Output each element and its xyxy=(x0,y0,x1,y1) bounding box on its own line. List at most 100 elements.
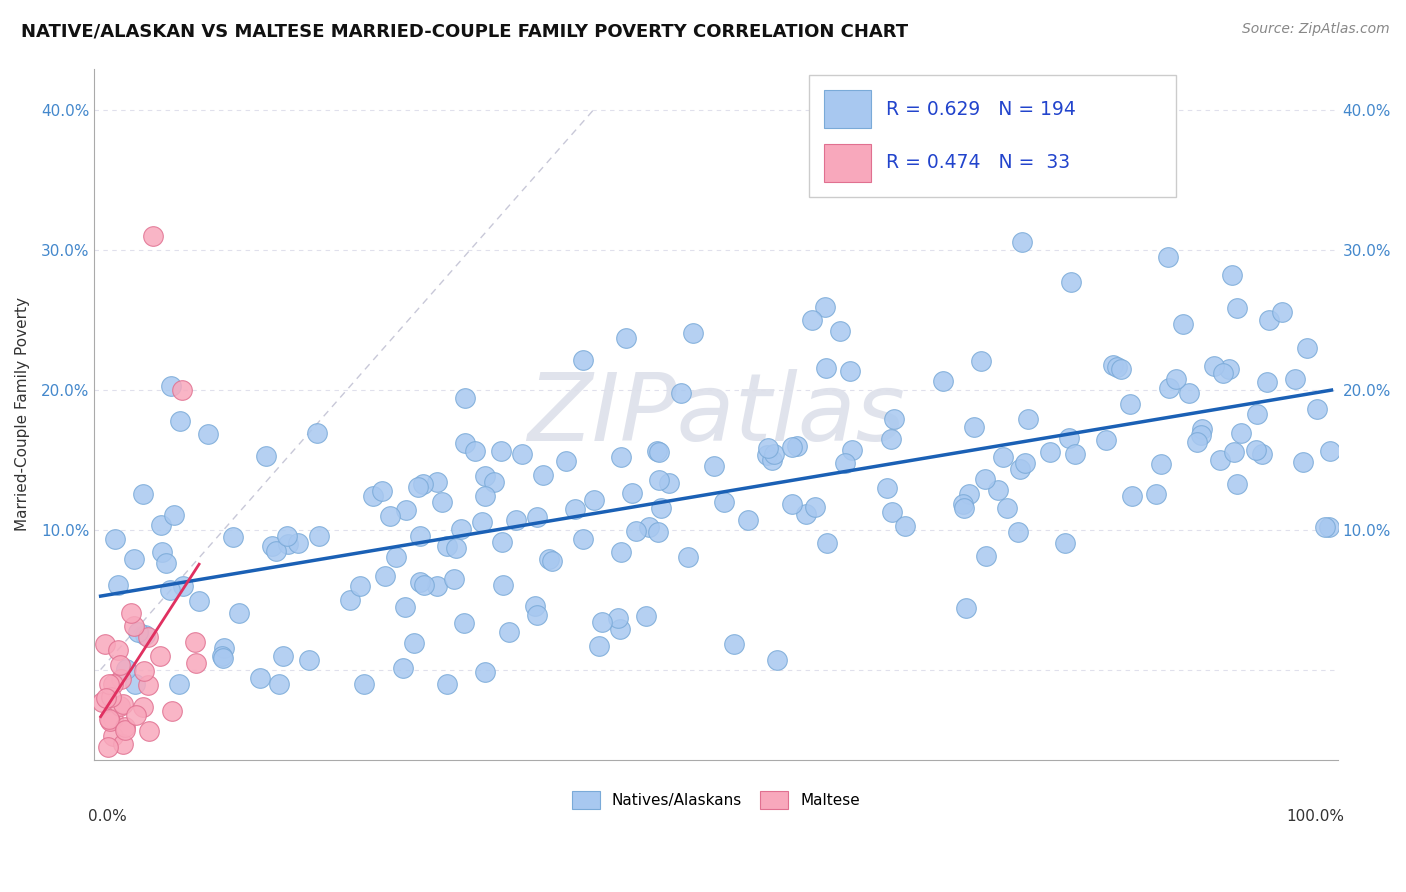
Point xyxy=(531,468,554,483)
Text: 100.0%: 100.0% xyxy=(1286,809,1344,824)
Point xyxy=(430,495,453,509)
Point xyxy=(1156,250,1178,264)
Point xyxy=(264,543,287,558)
Point xyxy=(970,353,993,368)
Point xyxy=(353,676,375,690)
Point xyxy=(183,634,205,648)
Point xyxy=(413,577,436,591)
Text: R = 0.474   N =  33: R = 0.474 N = 33 xyxy=(886,153,1070,172)
Point xyxy=(571,352,593,367)
Point xyxy=(271,649,294,664)
Text: Source: ZipAtlas.com: Source: ZipAtlas.com xyxy=(1241,22,1389,37)
Point xyxy=(621,485,644,500)
Point xyxy=(93,637,115,651)
Point xyxy=(510,447,533,461)
Point xyxy=(101,676,124,690)
Text: NATIVE/ALASKAN VS MALTESE MARRIED-COUPLE FAMILY POVERTY CORRELATION CHART: NATIVE/ALASKAN VS MALTESE MARRIED-COUPLE… xyxy=(21,22,908,40)
Point xyxy=(1226,476,1249,491)
Point xyxy=(669,386,692,401)
Point xyxy=(132,665,155,679)
Point xyxy=(1121,489,1143,503)
Point xyxy=(444,541,467,555)
Point xyxy=(436,539,458,553)
Point xyxy=(124,676,146,690)
Legend: Natives/Alaskans, Maltese: Natives/Alaskans, Maltese xyxy=(567,785,866,815)
Point xyxy=(1014,456,1036,470)
Point xyxy=(454,435,477,450)
Text: R = 0.629   N = 194: R = 0.629 N = 194 xyxy=(886,100,1076,119)
Point xyxy=(103,712,125,726)
Point xyxy=(287,536,309,550)
Point xyxy=(713,495,735,509)
Point xyxy=(97,676,120,690)
Point xyxy=(957,487,980,501)
FancyBboxPatch shape xyxy=(824,144,872,182)
Point xyxy=(780,497,803,511)
Point xyxy=(624,524,647,539)
Point xyxy=(780,440,803,454)
Point xyxy=(761,453,783,467)
Point xyxy=(524,599,547,613)
Point xyxy=(588,639,610,653)
Point xyxy=(676,550,699,565)
Point xyxy=(412,476,434,491)
Point xyxy=(828,324,851,338)
Point xyxy=(395,503,418,517)
Point xyxy=(267,676,290,690)
Point xyxy=(756,442,779,456)
Point xyxy=(498,625,520,640)
Point xyxy=(305,425,328,440)
Point xyxy=(115,662,138,676)
Point xyxy=(108,699,131,714)
Point xyxy=(262,539,284,553)
Point xyxy=(526,607,548,622)
Point xyxy=(491,534,513,549)
Point xyxy=(122,552,145,566)
Point xyxy=(564,501,586,516)
Point xyxy=(474,489,496,503)
Point xyxy=(104,532,127,546)
Text: ZIPatlas: ZIPatlas xyxy=(527,369,905,460)
Point xyxy=(1271,304,1294,318)
Point xyxy=(149,648,172,663)
Point xyxy=(406,480,429,494)
Point xyxy=(378,509,401,524)
Point xyxy=(953,500,976,515)
Point xyxy=(880,433,903,447)
Point xyxy=(804,500,827,514)
Point xyxy=(228,607,250,621)
Point xyxy=(391,661,413,675)
Point xyxy=(607,611,630,625)
Point xyxy=(682,326,704,341)
Point xyxy=(450,522,472,536)
Point xyxy=(876,481,898,495)
Point xyxy=(1244,442,1267,457)
Point xyxy=(955,600,977,615)
Point xyxy=(114,720,136,734)
Point xyxy=(371,483,394,498)
Point xyxy=(482,475,505,490)
Point xyxy=(163,508,186,522)
Point xyxy=(114,723,136,737)
Point xyxy=(1319,520,1341,534)
Point xyxy=(404,636,426,650)
Point xyxy=(1202,359,1225,373)
Point xyxy=(94,690,117,705)
Point xyxy=(610,450,633,464)
Point xyxy=(150,518,173,533)
Point xyxy=(474,468,496,483)
Point xyxy=(880,505,903,519)
Point xyxy=(526,509,548,524)
Point xyxy=(647,444,669,458)
Point xyxy=(125,708,148,723)
Point xyxy=(541,554,564,568)
Point xyxy=(801,313,824,327)
Point xyxy=(703,459,725,474)
Point xyxy=(361,489,384,503)
Point xyxy=(1164,372,1187,386)
Point xyxy=(762,447,785,461)
Point xyxy=(111,698,134,712)
Point xyxy=(142,229,165,244)
Point xyxy=(647,445,669,459)
Point xyxy=(647,524,669,539)
